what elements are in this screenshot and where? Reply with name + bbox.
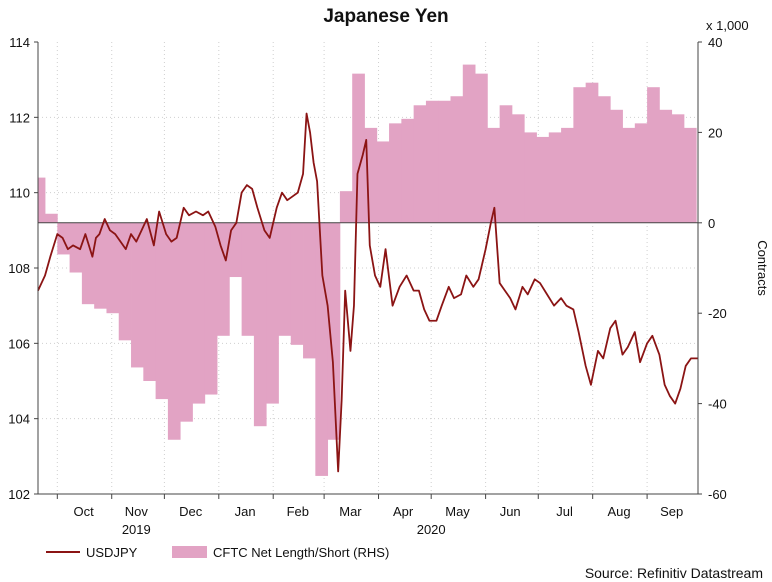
left-tick-label: 110 (9, 186, 30, 201)
cftc-bar (548, 132, 562, 223)
cftc-bar (143, 222, 157, 381)
x-year-label: 2019 (122, 522, 151, 537)
x-tick-label: Jul (556, 504, 573, 519)
cftc-bar (167, 222, 181, 440)
cftc-bar (475, 73, 488, 223)
cftc-bar (118, 222, 132, 341)
cftc-area-series (38, 64, 697, 476)
cftc-bar (499, 105, 513, 223)
left-tick-label: 112 (9, 110, 30, 125)
usdjpy-line-series (37, 112, 698, 473)
cftc-bar (204, 222, 218, 395)
right-tick-label: -20 (708, 306, 727, 321)
cftc-bar (94, 222, 107, 309)
left-tick-label: 114 (9, 35, 30, 50)
cftc-bar (155, 222, 169, 400)
right-tick-label: -60 (708, 487, 727, 502)
left-axis: 102 104 106 108 110 112 114 (8, 35, 38, 502)
cftc-bar (487, 127, 501, 223)
cftc-bar (647, 87, 660, 223)
cftc-bar (597, 96, 611, 223)
left-tick-label: 106 (8, 336, 30, 351)
cftc-bar (622, 127, 636, 223)
cftc-bar (683, 127, 697, 223)
cftc-bar (524, 132, 537, 223)
cftc-bar (38, 177, 46, 223)
x-tick-label: Jun (500, 504, 521, 519)
cftc-bar (81, 222, 95, 305)
cftc-bar (339, 191, 353, 223)
cftc-bar (45, 213, 58, 223)
right-tick-label: 0 (708, 216, 715, 231)
x-tick-label: Jan (235, 504, 256, 519)
x-tick-label: Dec (179, 504, 203, 519)
x-axis: Oct Nov Dec Jan Feb Mar Apr May Jun Jul Aug Sep 2019… (56, 494, 683, 537)
cftc-bar (610, 109, 623, 223)
x-tick-label: Feb (287, 504, 309, 519)
cftc-bar (462, 64, 476, 223)
cftc-bar (585, 82, 599, 223)
right-axis-multiplier: x 1,000 (706, 18, 749, 33)
right-tick-label: 40 (708, 35, 722, 50)
cftc-bar (536, 136, 550, 223)
right-tick-label: 20 (708, 125, 722, 140)
cftc-bar (241, 222, 255, 336)
cftc-bar (511, 114, 525, 223)
cftc-bar (425, 100, 439, 223)
x-tick-label: May (445, 504, 470, 519)
cftc-bar (180, 222, 193, 422)
x-tick-label: Aug (607, 504, 630, 519)
cftc-bar (229, 222, 243, 278)
legend: USDJPY CFTC Net Length/Short (RHS) (46, 545, 389, 560)
left-tick-label: 104 (8, 412, 30, 427)
cftc-bar (352, 73, 365, 223)
left-tick-label: 102 (8, 487, 30, 502)
cftc-bar (278, 222, 292, 336)
cftc-bar (413, 105, 427, 223)
right-tick-label: -40 (708, 397, 727, 412)
cftc-bar (634, 123, 648, 223)
x-tick-label: Oct (74, 504, 95, 519)
left-tick-label: 108 (8, 261, 30, 276)
cftc-bar (131, 222, 144, 368)
right-axis: -60 -40 -20 0 20 40 (698, 35, 727, 502)
cftc-bar (561, 127, 574, 223)
cftc-bar (290, 222, 304, 345)
cftc-bar (266, 222, 279, 404)
x-tick-label: Nov (125, 504, 149, 519)
right-axis-label: Contracts (755, 240, 770, 296)
x-tick-label: Mar (339, 504, 362, 519)
x-year-label: 2020 (417, 522, 446, 537)
chart-title: Japanese Yen (323, 6, 448, 27)
cftc-bar (303, 222, 316, 359)
source-note: Source: Refinitiv Datastream (585, 565, 763, 581)
cftc-bar (389, 123, 402, 223)
cftc-bar (192, 222, 206, 404)
cftc-bar (659, 109, 673, 223)
x-tick-label: Apr (393, 504, 414, 519)
cftc-bar (450, 96, 464, 223)
legend-label-usdjpy: USDJPY (86, 545, 138, 560)
legend-swatch-cftc (172, 546, 207, 558)
cftc-bar (573, 87, 587, 223)
x-tick-label: Sep (660, 504, 683, 519)
cftc-bar (401, 118, 415, 223)
cftc-bar (327, 222, 341, 440)
cftc-bar (671, 114, 685, 223)
legend-label-cftc: CFTC Net Length/Short (RHS) (213, 545, 389, 560)
cftc-bar (106, 222, 120, 314)
usdjpy-line (37, 112, 698, 473)
cftc-bar (438, 100, 451, 223)
cftc-bar (376, 141, 390, 223)
cftc-bar (253, 222, 267, 427)
